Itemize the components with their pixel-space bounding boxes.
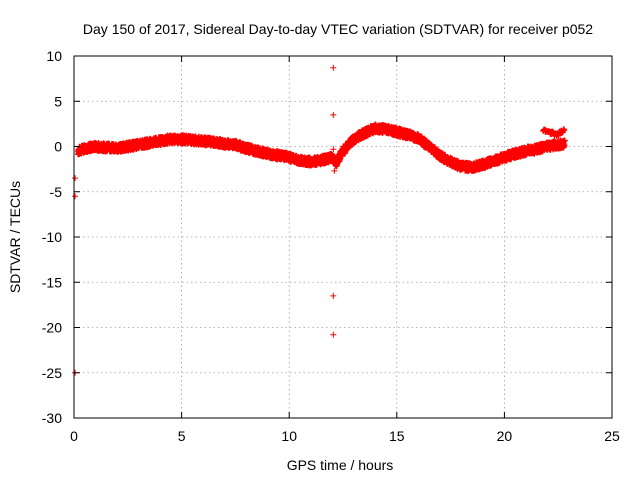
x-tick-label: 10 [281, 428, 297, 444]
x-tick-label: 20 [497, 428, 513, 444]
x-tick-label: 25 [604, 428, 620, 444]
x-tick-label: 0 [70, 428, 78, 444]
data-points [72, 64, 568, 376]
y-tick-label: 5 [54, 93, 62, 109]
y-tick-label: -30 [42, 410, 62, 426]
grid-layer [74, 56, 612, 418]
chart-title: Day 150 of 2017, Sidereal Day-to-day VTE… [83, 21, 593, 37]
y-tick-label: -10 [42, 229, 62, 245]
x-axis-label: GPS time / hours [287, 457, 394, 473]
y-axis-label: SDTVAR / TECUs [7, 181, 23, 293]
y-tick-label: -25 [42, 365, 62, 381]
y-tick-label: 0 [54, 139, 62, 155]
y-tick-label: -20 [42, 320, 62, 336]
y-tick-label: 10 [46, 48, 62, 64]
x-tick-label: 15 [389, 428, 405, 444]
y-tick-label: -15 [42, 274, 62, 290]
x-tick-label: 5 [178, 428, 186, 444]
y-tick-label: -5 [50, 184, 63, 200]
